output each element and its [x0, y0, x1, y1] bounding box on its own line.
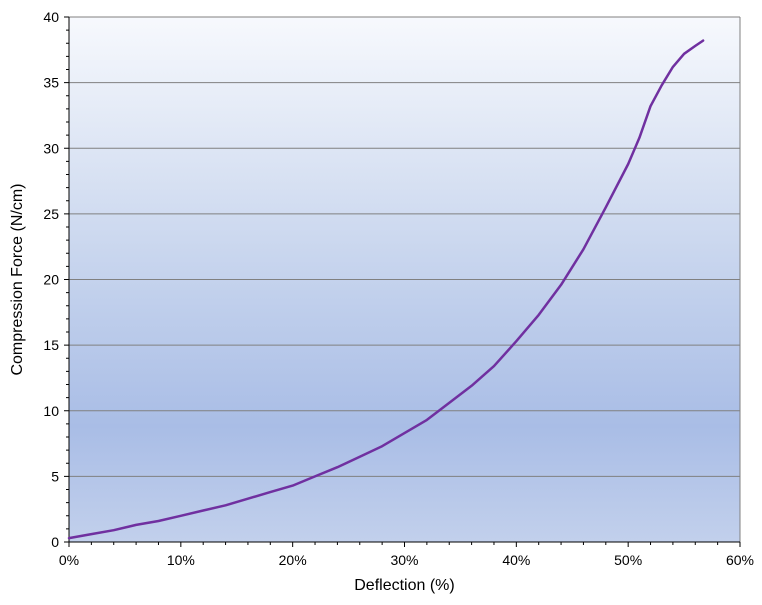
y-axis-title: Compression Force (N/cm): [9, 183, 26, 375]
series-line-0: [67, 39, 705, 540]
series-layer: [67, 39, 705, 540]
y-tick-label: 5: [51, 468, 59, 484]
y-tick-label: 15: [43, 337, 59, 353]
x-tick-label: 50%: [614, 552, 642, 568]
x-tick-label: 30%: [390, 552, 418, 568]
grid-lines: [69, 16, 741, 542]
y-tick-label: 10: [43, 403, 59, 419]
y-tick-label: 40: [43, 9, 59, 25]
x-axis-ticks: 0% 10% 20% 30% 40% 50% 60%: [59, 542, 754, 568]
x-tick-label: 10%: [167, 552, 195, 568]
y-tick-label: 30: [43, 140, 59, 156]
x-tick-label: 0%: [59, 552, 79, 568]
y-tick-label: 0: [51, 534, 59, 550]
y-tick-label: 20: [43, 272, 59, 288]
y-tick-label: 25: [43, 206, 59, 222]
x-tick-label: 40%: [502, 552, 530, 568]
x-tick-label: 60%: [726, 552, 754, 568]
y-axis-ticks: 0 5 10 15 20 25 30 35 40: [43, 9, 69, 550]
x-axis-title: Deflection (%): [354, 577, 454, 594]
y-tick-label: 35: [43, 75, 59, 91]
x-tick-label: 20%: [279, 552, 307, 568]
